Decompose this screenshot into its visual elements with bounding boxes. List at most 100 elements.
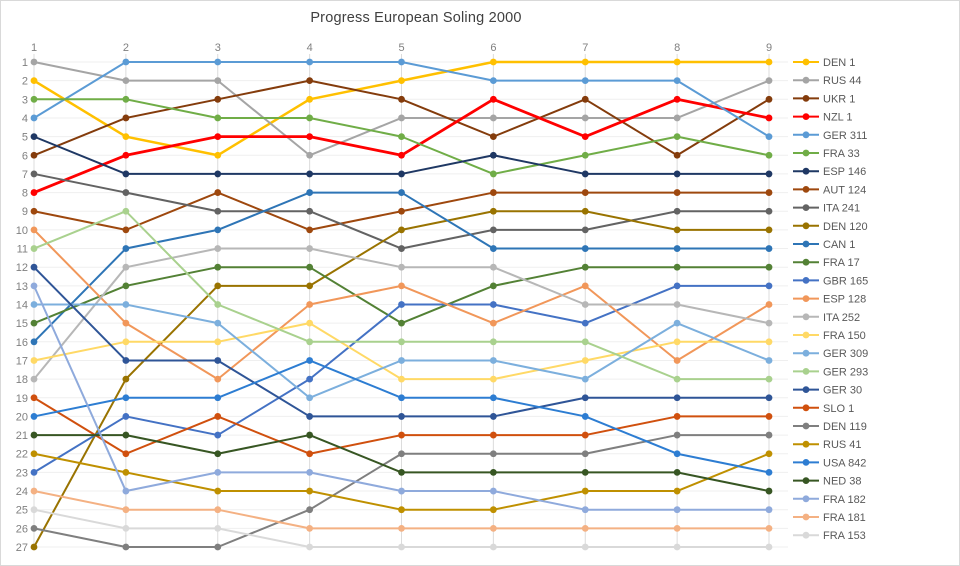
series-marker-ita-241 xyxy=(398,245,405,252)
series-marker-ger-30 xyxy=(581,394,589,402)
legend-marker-icon xyxy=(802,349,810,357)
legend-marker-icon xyxy=(802,513,810,521)
series-marker-ukr-1 xyxy=(581,95,589,103)
series-marker-ger-293 xyxy=(306,338,314,346)
legend-label: GBR 165 xyxy=(823,275,868,287)
series-marker-fra-153 xyxy=(489,543,497,551)
y-tick-label: 20 xyxy=(16,411,28,423)
series-marker-den-120 xyxy=(306,282,314,290)
series-marker-fra-150 xyxy=(673,338,681,346)
y-tick-label: 16 xyxy=(16,337,28,349)
series-rus-41 xyxy=(30,450,773,514)
series-marker-fra-33 xyxy=(765,151,773,159)
x-tick-label: 9 xyxy=(766,42,772,54)
series-marker-fra-33 xyxy=(581,151,589,159)
legend-label: FRA 33 xyxy=(823,148,860,160)
series-marker-fra-33 xyxy=(489,170,497,178)
series-marker-ger-311 xyxy=(306,58,314,66)
series-marker-ukr-1 xyxy=(122,114,130,122)
series-marker-den-120 xyxy=(765,226,773,234)
series-marker-ger-311 xyxy=(122,58,130,66)
series-marker-gbr-165 xyxy=(122,413,130,420)
series-marker-fra-150 xyxy=(122,338,130,346)
series-marker-fra-181 xyxy=(214,506,222,514)
series-marker-den-120 xyxy=(214,282,222,290)
series-marker-ger-309 xyxy=(489,357,497,364)
series-marker-esp-128 xyxy=(489,319,497,327)
legend-marker-icon xyxy=(802,331,810,339)
series-marker-slo-1 xyxy=(122,450,130,458)
series-marker-ger-30 xyxy=(214,357,222,364)
series-marker-rus-44 xyxy=(306,151,314,159)
series-ned-38 xyxy=(30,431,773,495)
legend-marker-icon xyxy=(802,58,810,66)
legend-item-rus-44: RUS 44 xyxy=(793,75,862,87)
series-marker-den-119 xyxy=(489,450,497,458)
series-marker-ned-38 xyxy=(765,487,773,495)
series-marker-esp-128 xyxy=(306,301,314,308)
legend-label: DEN 120 xyxy=(823,221,868,233)
series-fra-181 xyxy=(30,487,773,532)
y-tick-label: 3 xyxy=(22,94,28,106)
legend-label: SLO 1 xyxy=(823,403,854,415)
series-marker-usa-842 xyxy=(306,357,314,364)
series-marker-usa-842 xyxy=(581,413,589,420)
series-marker-den-120 xyxy=(398,226,405,234)
series-marker-rus-44 xyxy=(398,114,405,122)
y-tick-label: 12 xyxy=(16,262,28,274)
legend-marker-icon xyxy=(802,131,810,139)
series-marker-fra-150 xyxy=(581,357,589,364)
series-marker-ita-241 xyxy=(489,226,497,234)
legend-marker-icon xyxy=(802,477,810,484)
series-marker-fra-181 xyxy=(765,524,773,532)
series-marker-esp-146 xyxy=(306,170,314,178)
series-marker-nzl-1 xyxy=(581,133,589,141)
series-marker-ger-309 xyxy=(765,357,773,364)
series-ger-30 xyxy=(30,263,773,420)
series-marker-slo-1 xyxy=(673,413,681,420)
series-marker-esp-128 xyxy=(214,375,222,383)
series-marker-den-120 xyxy=(30,543,38,551)
legend-item-nzl-1: NZL 1 xyxy=(793,112,853,124)
legend-marker-icon xyxy=(802,167,810,175)
series-marker-ukr-1 xyxy=(489,133,497,141)
series-marker-ger-311 xyxy=(673,77,681,85)
series-marker-ger-309 xyxy=(673,319,681,327)
series-marker-ger-293 xyxy=(489,338,497,346)
series-marker-rus-41 xyxy=(489,506,497,514)
series-ger-293 xyxy=(30,207,773,383)
series-marker-esp-146 xyxy=(122,170,130,178)
series-marker-ned-38 xyxy=(306,431,314,439)
series-marker-gbr-165 xyxy=(306,375,314,383)
series-marker-ukr-1 xyxy=(673,151,681,159)
series-marker-ger-311 xyxy=(30,114,38,122)
series-marker-esp-146 xyxy=(765,170,773,178)
y-tick-label: 6 xyxy=(22,150,28,162)
series-ger-309 xyxy=(30,301,773,402)
series-marker-fra-153 xyxy=(122,524,130,532)
series-marker-den-119 xyxy=(765,431,773,439)
legend-item-fra-182: FRA 182 xyxy=(793,494,866,506)
x-tick-label: 5 xyxy=(398,42,404,54)
legend-label: ESP 128 xyxy=(823,294,866,306)
y-tick-label: 23 xyxy=(16,467,28,479)
series-marker-ita-252 xyxy=(30,375,38,383)
series-marker-rus-44 xyxy=(581,114,589,122)
series-fra-150 xyxy=(30,319,773,383)
legend-label: FRA 153 xyxy=(823,530,866,542)
series-marker-ger-311 xyxy=(398,58,405,66)
legend-label: FRA 150 xyxy=(823,330,866,342)
legend-label: GER 30 xyxy=(823,385,862,397)
series-marker-gbr-165 xyxy=(765,282,773,290)
series-marker-ger-293 xyxy=(30,245,38,252)
series-marker-can-1 xyxy=(673,245,681,252)
legend-marker-icon xyxy=(802,222,810,230)
series-marker-usa-842 xyxy=(398,394,405,402)
series-marker-slo-1 xyxy=(214,413,222,420)
series-marker-den-120 xyxy=(122,375,130,383)
series-marker-fra-181 xyxy=(306,524,314,532)
series-marker-ned-38 xyxy=(122,431,130,439)
series-marker-ger-30 xyxy=(398,413,405,420)
legend-marker-icon xyxy=(802,404,810,412)
legend-marker-icon xyxy=(802,386,810,393)
